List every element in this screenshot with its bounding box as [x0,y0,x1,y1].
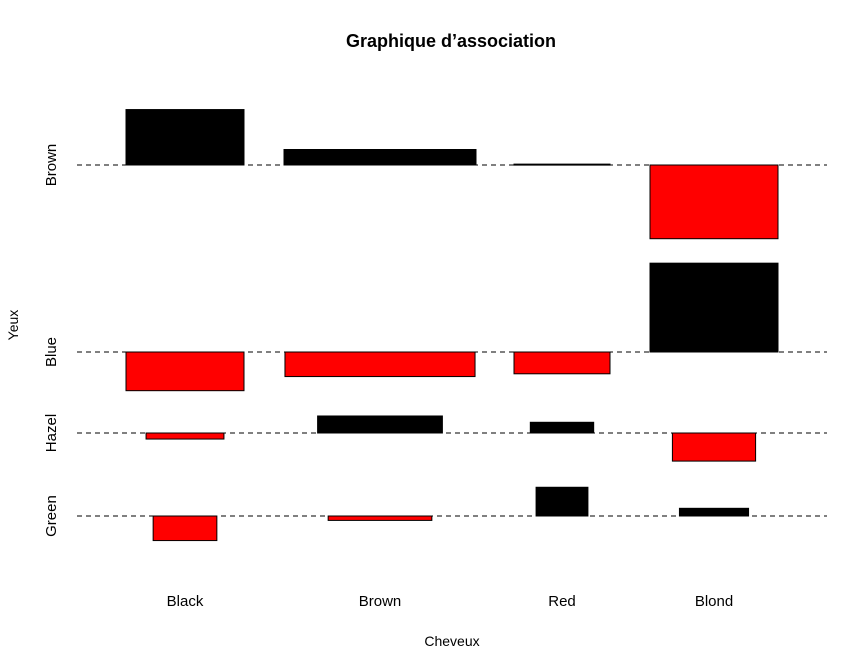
bar-blond-blue [649,262,779,353]
x-tick-red: Red [548,593,576,610]
bar-black-hazel [145,432,225,440]
x-axis-label: Cheveux [424,633,479,649]
y-tick-brown: Brown [43,144,60,187]
y-tick-blue: Blue [43,337,60,367]
bar-blond-hazel [671,432,757,462]
bars [125,109,779,542]
y-tick-green: Green [43,495,60,537]
bar-red-blue [513,351,611,375]
bar-brown-green [327,515,433,521]
x-tick-black: Black [167,593,204,610]
bar-black-brown [125,109,245,166]
bar-red-hazel [529,421,595,434]
bar-blond-brown [649,164,779,240]
x-tick-brown: Brown [359,593,402,610]
bar-black-blue [125,351,245,392]
bar-brown-hazel [317,415,443,434]
bar-brown-brown [283,149,477,166]
chart-title: Graphique d’association [346,31,556,51]
bar-brown-blue [284,351,476,378]
y-tick-hazel: Hazel [43,414,60,452]
y-axis-label: Yeux [5,310,21,341]
bar-black-green [152,515,218,542]
bar-red-green [535,486,589,517]
bar-blond-green [678,507,750,517]
x-tick-blond: Blond [695,593,733,610]
y-tick-labels: Brown Blue Hazel Green [43,144,60,537]
x-tick-labels: Black Brown Red Blond [167,593,734,610]
bar-red-brown [513,163,611,166]
